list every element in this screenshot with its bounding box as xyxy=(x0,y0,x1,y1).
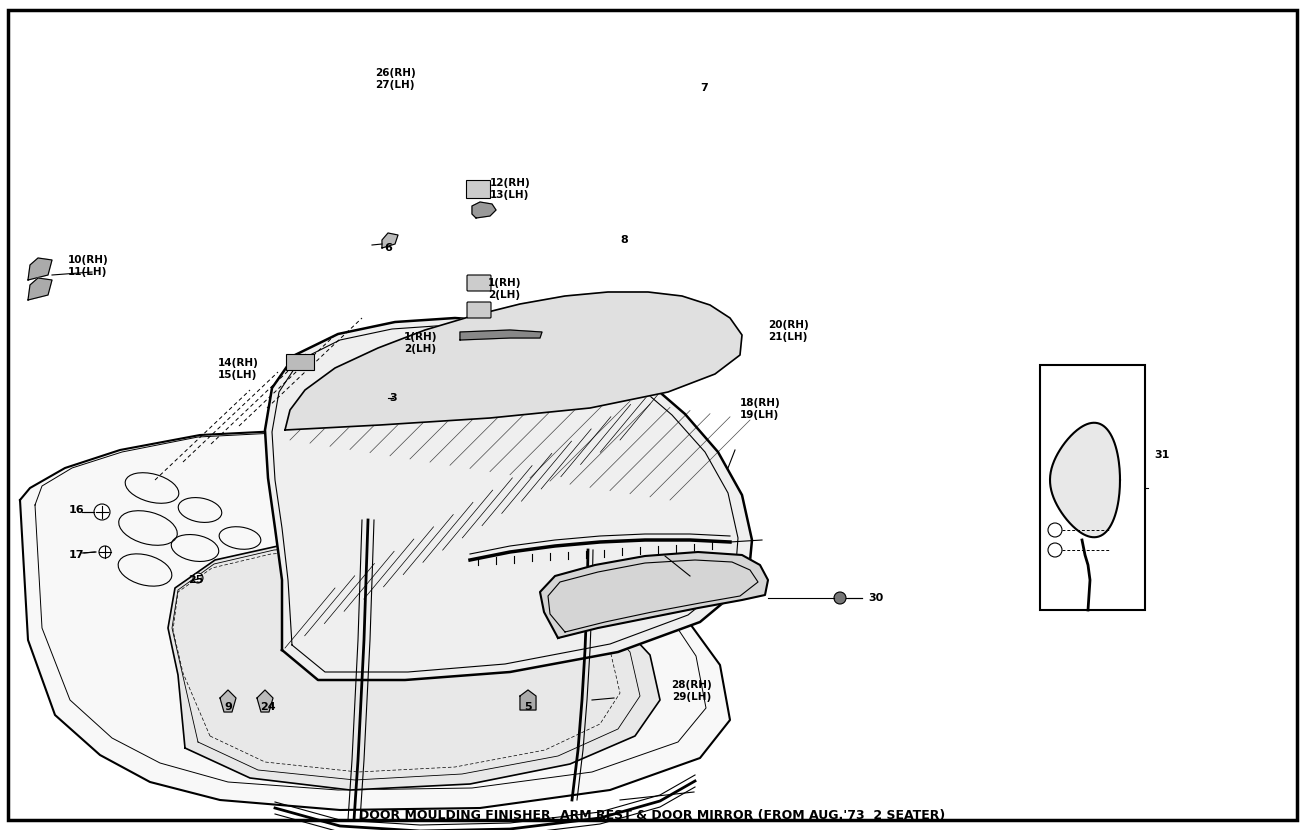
Text: 5: 5 xyxy=(525,702,532,712)
Circle shape xyxy=(94,504,110,520)
Polygon shape xyxy=(472,202,496,218)
Text: 14(RH)
15(LH): 14(RH) 15(LH) xyxy=(218,358,258,379)
Polygon shape xyxy=(1051,422,1120,537)
Polygon shape xyxy=(27,258,52,280)
Text: 26(RH)
27(LH): 26(RH) 27(LH) xyxy=(375,68,415,90)
Polygon shape xyxy=(382,233,398,248)
Circle shape xyxy=(1048,523,1062,537)
FancyBboxPatch shape xyxy=(467,275,491,291)
Polygon shape xyxy=(284,292,743,430)
Polygon shape xyxy=(221,690,236,712)
Circle shape xyxy=(834,592,846,604)
Circle shape xyxy=(99,546,111,558)
FancyBboxPatch shape xyxy=(467,302,491,318)
Polygon shape xyxy=(257,690,273,712)
Polygon shape xyxy=(519,690,536,710)
FancyBboxPatch shape xyxy=(466,180,489,198)
Text: 3: 3 xyxy=(389,393,397,403)
Text: 7: 7 xyxy=(699,83,707,93)
Text: 18(RH)
19(LH): 18(RH) 19(LH) xyxy=(740,398,780,420)
Text: DOOR MOULDING FINISHER, ARM REST & DOOR MIRROR (FROM AUG.'73  2 SEATER): DOOR MOULDING FINISHER, ARM REST & DOOR … xyxy=(359,808,946,822)
Text: 17: 17 xyxy=(68,550,84,560)
Text: 28(RH)
29(LH): 28(RH) 29(LH) xyxy=(672,680,713,701)
Polygon shape xyxy=(27,278,52,300)
Text: 24: 24 xyxy=(260,702,275,712)
Text: 9: 9 xyxy=(224,702,232,712)
Circle shape xyxy=(193,573,204,583)
Text: 1(RH)
2(LH): 1(RH) 2(LH) xyxy=(488,278,522,300)
Bar xyxy=(1040,365,1144,610)
Text: 30: 30 xyxy=(868,593,883,603)
Polygon shape xyxy=(20,430,729,810)
Text: 1(RH)
2(LH): 1(RH) 2(LH) xyxy=(405,332,437,354)
Text: 10(RH)
11(LH): 10(RH) 11(LH) xyxy=(68,255,108,276)
Polygon shape xyxy=(540,552,769,638)
Text: 20(RH)
21(LH): 20(RH) 21(LH) xyxy=(769,320,809,342)
Polygon shape xyxy=(459,330,542,340)
Text: 16: 16 xyxy=(68,505,84,515)
Polygon shape xyxy=(168,540,660,790)
Text: 12(RH)
13(LH): 12(RH) 13(LH) xyxy=(489,178,531,199)
Text: 25: 25 xyxy=(188,575,204,585)
FancyBboxPatch shape xyxy=(286,354,315,370)
Polygon shape xyxy=(265,318,752,680)
Text: 8: 8 xyxy=(620,235,628,245)
Circle shape xyxy=(1048,543,1062,557)
Text: 31: 31 xyxy=(1154,450,1169,460)
Text: 6: 6 xyxy=(384,243,391,253)
